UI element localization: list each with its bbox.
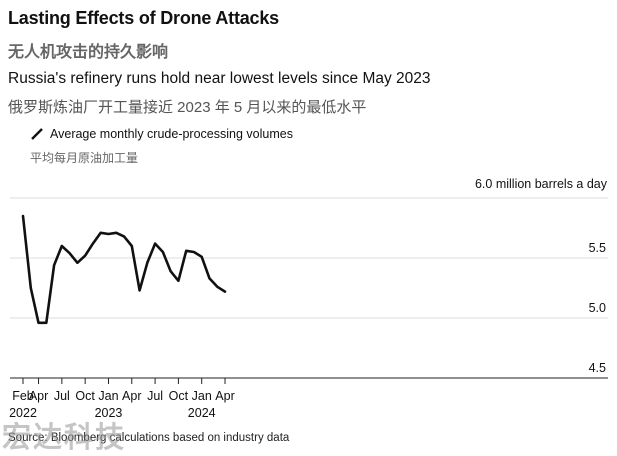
series-line [21,214,227,325]
y-tick-label: 5.0 [589,301,606,315]
chart-title: Lasting Effects of Drone Attacks [8,8,279,28]
source-note: Source: Bloomberg calculations based on … [8,432,290,444]
x-tick-label: Oct [75,389,95,403]
x-tick-label: Jan [98,389,118,403]
x-tick-label: Apr [122,389,141,403]
x-tick-label: Jul [54,389,70,403]
y-tick-label: 4.5 [589,361,606,375]
x-tick-label: Jan [192,389,212,403]
legend-label-zh: 平均每月原油加工量 [30,151,139,165]
chart-subtitle-zh: 俄罗斯炼油厂开工量接近 2023 年 5 月以来的最低水平 [8,99,367,116]
x-tick-year-label: 2024 [188,406,216,420]
x-tick-year-label: 2022 [9,406,37,420]
x-tick-year-label: 2023 [95,406,123,420]
x-tick-label: Apr [29,389,48,403]
chart-subtitle: Russia's refinery runs hold near lowest … [8,70,431,87]
legend-line-icon [31,128,43,140]
x-tick-label: Apr [215,389,234,403]
x-tick-label: Feb [12,389,34,403]
x-tick-label: Jul [147,389,163,403]
legend-label: Average monthly crude-processing volumes [50,127,293,141]
watermark: 宏达科技 [2,422,127,454]
x-tick-label: Oct [169,389,189,403]
y-tick-label: 5.5 [589,241,606,255]
legend: Average monthly crude-processing volumes [30,127,293,141]
y-axis-unit-label: 6.0 million barrels a day [474,177,607,191]
chart-title-zh: 无人机攻击的持久影响 [8,44,169,61]
